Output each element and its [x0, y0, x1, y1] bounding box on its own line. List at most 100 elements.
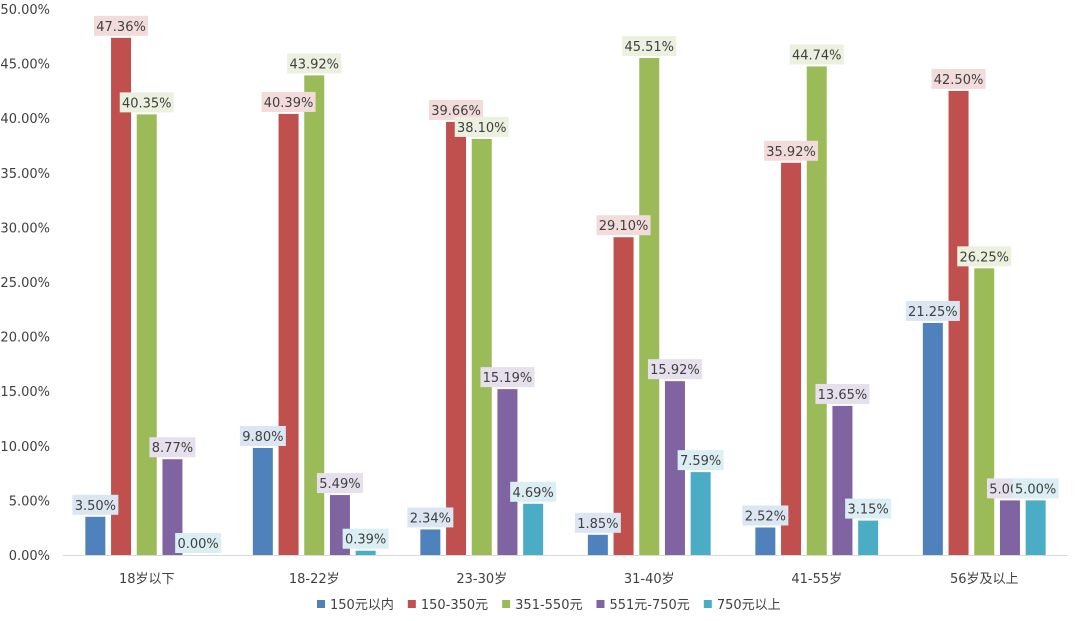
- x-category-label: 18岁以下: [119, 572, 175, 587]
- bar: [523, 503, 544, 555]
- bar: [690, 472, 711, 555]
- data-label-background: [261, 91, 316, 112]
- x-category-label: 18-22岁: [289, 572, 340, 587]
- data-label: 47.36%: [96, 20, 146, 35]
- data-label-background: [72, 494, 119, 515]
- legend-label: 750元以上: [717, 598, 781, 613]
- bar: [948, 90, 969, 556]
- bar: [471, 138, 492, 555]
- data-label-background: [764, 140, 819, 161]
- legend-label: 351-550元: [515, 598, 582, 613]
- y-tick-label: 25.00%: [0, 276, 50, 291]
- data-label: 44.74%: [792, 48, 842, 63]
- bar: [832, 405, 853, 555]
- y-tick-label: 30.00%: [0, 221, 50, 236]
- bar: [806, 66, 827, 555]
- data-label: 4.69%: [512, 486, 553, 501]
- data-label: 2.34%: [410, 511, 451, 526]
- y-tick-label: 45.00%: [0, 58, 50, 73]
- bar: [111, 37, 132, 556]
- legend-swatch: [502, 600, 511, 608]
- data-label-background: [1012, 478, 1059, 499]
- data-label: 29.10%: [599, 219, 649, 234]
- data-label-background: [742, 505, 789, 526]
- data-label-background: [316, 473, 363, 494]
- data-label: 43.92%: [289, 57, 339, 72]
- data-label: 3.50%: [75, 499, 116, 514]
- data-label-background: [407, 507, 454, 528]
- legend: 150元以内 150-350元 351-550元 551元-750元 750元以上: [317, 597, 781, 613]
- legend-swatch: [317, 600, 325, 608]
- bar: [664, 381, 685, 555]
- bar: [355, 550, 376, 555]
- data-label: 35.92%: [766, 145, 816, 160]
- data-label-background: [789, 44, 844, 65]
- data-label-background: [454, 116, 509, 137]
- data-label: 1.85%: [577, 517, 618, 532]
- bar: [304, 75, 325, 555]
- data-label-background: [845, 498, 892, 519]
- y-tick-label: 40.00%: [0, 112, 50, 127]
- y-tick-label: 35.00%: [0, 167, 50, 182]
- data-label: 42.50%: [934, 73, 984, 88]
- data-label-background: [94, 15, 149, 36]
- data-label: 3.15%: [847, 503, 888, 518]
- legend-swatch: [596, 600, 605, 608]
- data-label-background: [287, 53, 342, 74]
- legend-label: 551元-750元: [609, 598, 689, 613]
- legend-swatch: [703, 600, 712, 608]
- y-tick-label: 15.00%: [0, 385, 50, 400]
- data-label: 5.00%: [1015, 482, 1056, 497]
- data-label: 40.39%: [264, 96, 314, 111]
- bar: [1025, 500, 1046, 555]
- bar: [420, 529, 441, 555]
- x-category-label: 31-40岁: [624, 572, 675, 587]
- data-label: 15.19%: [483, 371, 533, 386]
- x-category-label: 41-55岁: [791, 572, 842, 587]
- data-label-background: [510, 481, 557, 502]
- bar: [85, 516, 106, 555]
- bar: [136, 114, 157, 556]
- data-label: 39.66%: [431, 104, 481, 119]
- y-tick-label: 20.00%: [0, 331, 50, 346]
- bars: [85, 37, 1046, 556]
- data-label-background: [429, 99, 484, 120]
- bar: [755, 527, 776, 555]
- y-tick-label: 50.00%: [0, 3, 50, 18]
- bar: [278, 113, 299, 556]
- data-label-background: [622, 36, 677, 57]
- data-label-background: [931, 68, 986, 89]
- y-tick-label: 10.00%: [0, 440, 50, 455]
- data-label: 26.25%: [959, 250, 1009, 265]
- data-label-background: [596, 215, 651, 236]
- data-label: 0.00%: [177, 537, 218, 552]
- data-label-background: [574, 512, 621, 533]
- bar: [639, 58, 660, 556]
- data-label: 21.25%: [908, 305, 958, 320]
- bar: [252, 447, 273, 555]
- data-label: 13.65%: [818, 388, 868, 403]
- x-category-label: 23-30岁: [456, 572, 507, 587]
- y-axis: 0.00% 5.00% 10.00% 15.00% 20.00% 25.00% 30.00%…: [0, 3, 50, 564]
- bar: [999, 500, 1020, 555]
- bar: [922, 322, 943, 555]
- data-label-background: [342, 528, 389, 549]
- data-label: 45.51%: [624, 40, 674, 55]
- bar: [446, 121, 467, 555]
- data-label-background: [815, 383, 870, 404]
- legend-swatch: [407, 600, 416, 608]
- bar: [613, 237, 634, 555]
- data-label: 7.59%: [680, 454, 721, 469]
- legend-label: 150元以内: [330, 597, 394, 613]
- data-label: 8.77%: [152, 441, 193, 456]
- bar: [497, 389, 518, 555]
- bar: [858, 520, 879, 555]
- data-label-background: [677, 450, 724, 471]
- data-label: 2.52%: [745, 509, 786, 524]
- bar: [587, 534, 608, 555]
- bar: [162, 459, 183, 555]
- y-tick-label: 5.00%: [9, 494, 50, 509]
- bar: [781, 162, 802, 555]
